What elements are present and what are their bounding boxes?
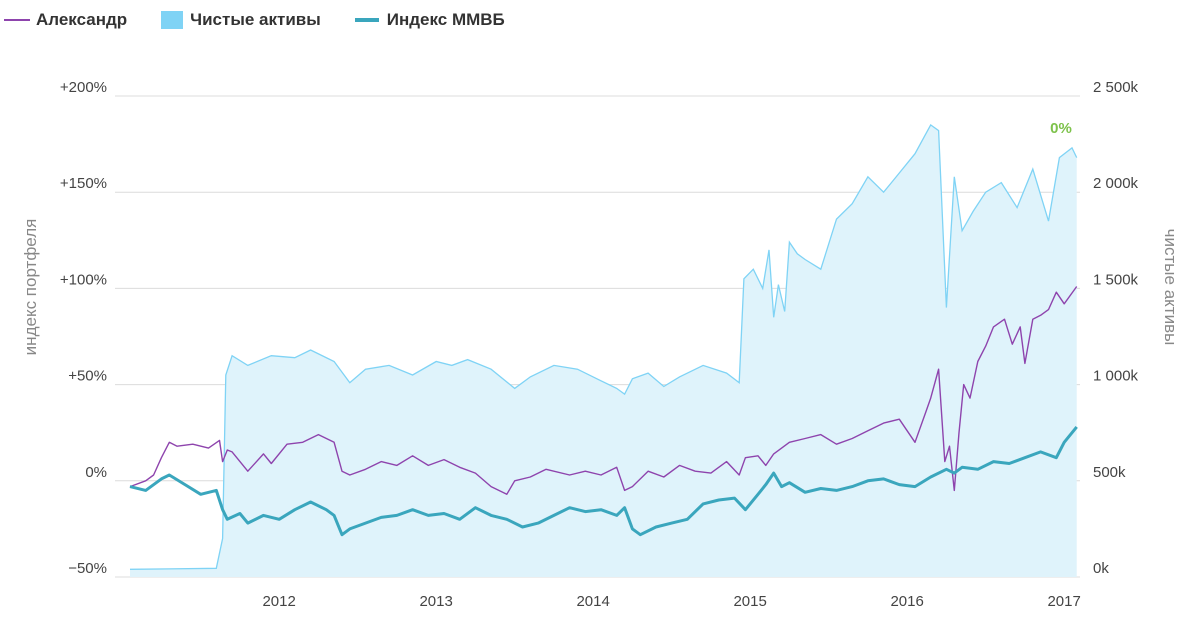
y-axis-left-title: индекс портфеля [21, 219, 40, 356]
y-right-tick-label: 2 500k [1093, 79, 1139, 96]
series-1-area-edge [129, 123, 1078, 570]
y-left-tick-label: +200% [60, 79, 107, 96]
y-right-tick-label: 1 000k [1093, 368, 1139, 385]
legend-swatch-micex-index [354, 18, 379, 22]
legend-label-alexander: Александр [36, 10, 128, 29]
legend-label-net-assets: Чистые активы [190, 10, 321, 29]
end-value-label: 0% [1050, 120, 1072, 137]
x-tick-label: 2014 [576, 593, 609, 610]
y-right-tick-label: 500k [1093, 464, 1126, 481]
legend-swatch-net-assets [161, 11, 184, 29]
x-tick-label: 2016 [890, 593, 923, 610]
y-left-tick-label: +150% [60, 175, 107, 192]
x-tick-label: 2013 [419, 593, 452, 610]
tick-labels: +200% +150% +100% +50% 0% −50% 2 500k 2 000k 1 5… [60, 79, 1139, 610]
y-right-tick-label: 1 500k [1093, 271, 1139, 288]
y-left-tick-label: 0% [85, 464, 107, 481]
y-left-tick-label: +100% [60, 271, 107, 288]
legend-label-micex-index: Индекс ММВБ [386, 10, 505, 29]
chart-legend: Александр Чистые активы Индекс ММВБ [4, 6, 539, 34]
series-1-area-fill [130, 124, 1077, 578]
x-tick-label: 2017 [1047, 593, 1080, 610]
series-3-line [129, 425, 1078, 537]
legend-item-net-assets[interactable]: Чистые активы [161, 10, 321, 30]
series-2-line [129, 286, 1078, 495]
legend-item-alexander[interactable]: Александр [4, 10, 127, 30]
x-tick-label: 2012 [262, 593, 295, 610]
legend-swatch-alexander [4, 19, 30, 21]
area-layer [129, 123, 1078, 578]
y-axis-right-title: чистые активы [1161, 229, 1180, 346]
y-left-tick-label: +50% [68, 368, 107, 385]
y-right-tick-label: 0k [1093, 560, 1109, 577]
x-tick-label: 2015 [733, 593, 766, 610]
legend-item-micex-index[interactable]: Индекс ММВБ [354, 10, 505, 30]
line-layer [129, 286, 1078, 537]
y-left-tick-label: −50% [68, 560, 107, 577]
y-right-tick-label: 2 000k [1093, 175, 1139, 192]
